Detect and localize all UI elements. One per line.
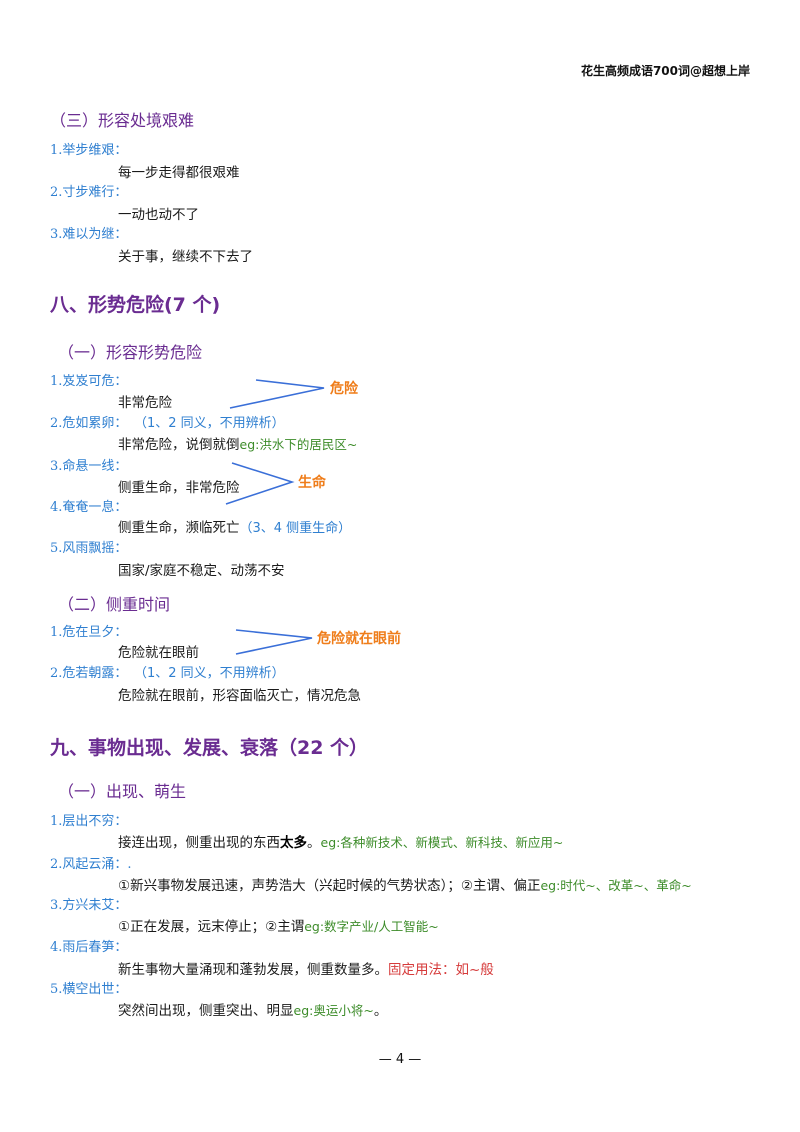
idiom-term: 5.风雨飘摇： [50, 541, 128, 556]
subsection-title: （一）形容形势危险 [58, 343, 203, 362]
definition-text: ①正在发展，远末停止；②主谓 [118, 919, 305, 935]
example-text: eg:各种新技术、新模式、新科技、新应用~ [320, 835, 564, 850]
definition-text: 接连出现，侧重出现的东西 [118, 835, 280, 851]
idiom-term: 1.岌岌可危： [50, 374, 128, 389]
definition-text: ①新兴事物发展迅速，声势浩大（兴起时候的气势状态）；②主谓、偏正 [118, 878, 541, 894]
example-text: eg:数字产业/人工智能~ [304, 919, 439, 934]
idiom-note: （3、4 侧重生命） [239, 521, 352, 536]
annotation-label-imminent: 危险就在眼前 [317, 631, 401, 647]
page-number: — 4 — [378, 1052, 422, 1067]
definition-text: 侧重生命，濒临死亡 [118, 520, 240, 536]
idiom-term: 4.雨后春笋： [50, 940, 128, 955]
definition-text: 。 [373, 1003, 388, 1019]
idiom-definition: 关于事，继续不下去了 [118, 249, 253, 265]
definition-text: 突然间出现，侧重突出、明显 [118, 1003, 294, 1019]
subsection-title: （三）形容处境艰难 [50, 111, 195, 130]
bracket-imminent [235, 629, 313, 655]
idiom-definition: 国家/家庭不稳定、动荡不安 [118, 563, 285, 579]
page-header: 花生高频成语700词@超想上岸 [580, 64, 750, 78]
idiom-term: 1.危在旦夕： [50, 625, 128, 640]
bracket-life [225, 462, 295, 505]
subsection-title: （二）侧重时间 [58, 595, 171, 614]
bracket-danger [229, 379, 325, 409]
idiom-term: 5.横空出世： [50, 982, 128, 997]
idiom-definition: 每一步走得都很艰难 [118, 165, 240, 181]
idiom-definition: 新生事物大量涌现和蓬勃发展，侧重数量多。固定用法：如~般 [118, 958, 494, 978]
example-text: eg:奥运小将~ [293, 1003, 374, 1018]
section-title: 九、事物出现、发展、衰落（22 个） [50, 737, 369, 759]
annotation-label-danger: 危险 [330, 381, 358, 397]
idiom-term: 2.风起云涌：. [50, 857, 132, 872]
subsection-title: （一）出现、萌生 [58, 782, 187, 801]
emphasis-text: 太多 [280, 835, 307, 851]
annotation-label-life: 生命 [298, 475, 326, 491]
definition-text: 。 [307, 835, 321, 851]
idiom-term: 3.难以为继： [50, 227, 128, 242]
idiom-definition: 侧重生命，濒临死亡（3、4 侧重生命） [118, 516, 351, 536]
idiom-definition: 危险就在眼前，形容面临灭亡，情况危急 [118, 688, 361, 704]
idiom-definition: 非常危险，说倒就倒eg:洪水下的居民区~ [118, 433, 357, 453]
idiom-note: （1、2 同义，不用辨析） [134, 416, 285, 431]
idiom-definition: 接连出现，侧重出现的东西太多。eg:各种新技术、新模式、新科技、新应用~ [118, 831, 563, 851]
idiom-term: 3.方兴未艾： [50, 898, 128, 913]
idiom-term: 3.命悬一线： [50, 459, 128, 474]
definition-text: 非常危险，说倒就倒 [118, 437, 240, 453]
idiom-definition: 非常危险 [118, 395, 172, 411]
idiom-term: 2.危若朝露： [50, 666, 128, 681]
idiom-note: （1、2 同义，不用辨析） [134, 666, 285, 681]
example-text: eg:洪水下的居民区~ [239, 437, 358, 452]
idiom-definition: 侧重生命，非常危险 [118, 480, 240, 496]
idiom-term: 1.举步维艰： [50, 143, 128, 158]
idiom-definition: 一动也动不了 [118, 207, 199, 223]
idiom-definition: 突然间出现，侧重突出、明显eg:奥运小将~。 [118, 999, 387, 1019]
idiom-term: 4.奄奄一息： [50, 500, 128, 515]
idiom-definition: ①新兴事物发展迅速，声势浩大（兴起时候的气势状态）；②主谓、偏正eg:时代~、改… [118, 874, 692, 894]
idiom-term: 1.层出不穷： [50, 814, 128, 829]
idiom-term: 2.危如累卵： [50, 416, 128, 431]
idiom-definition: ①正在发展，远末停止；②主谓eg:数字产业/人工智能~ [118, 915, 439, 935]
section-title: 八、形势危险(7 个) [50, 294, 221, 316]
idiom-definition: 危险就在眼前 [118, 645, 199, 661]
example-text: eg:时代~、改革~、革命~ [540, 878, 692, 893]
definition-text: 新生事物大量涌现和蓬勃发展，侧重数量多。 [118, 962, 388, 978]
idiom-term: 2.寸步难行： [50, 185, 128, 200]
fixed-usage-text: 固定用法：如~般 [388, 962, 494, 978]
